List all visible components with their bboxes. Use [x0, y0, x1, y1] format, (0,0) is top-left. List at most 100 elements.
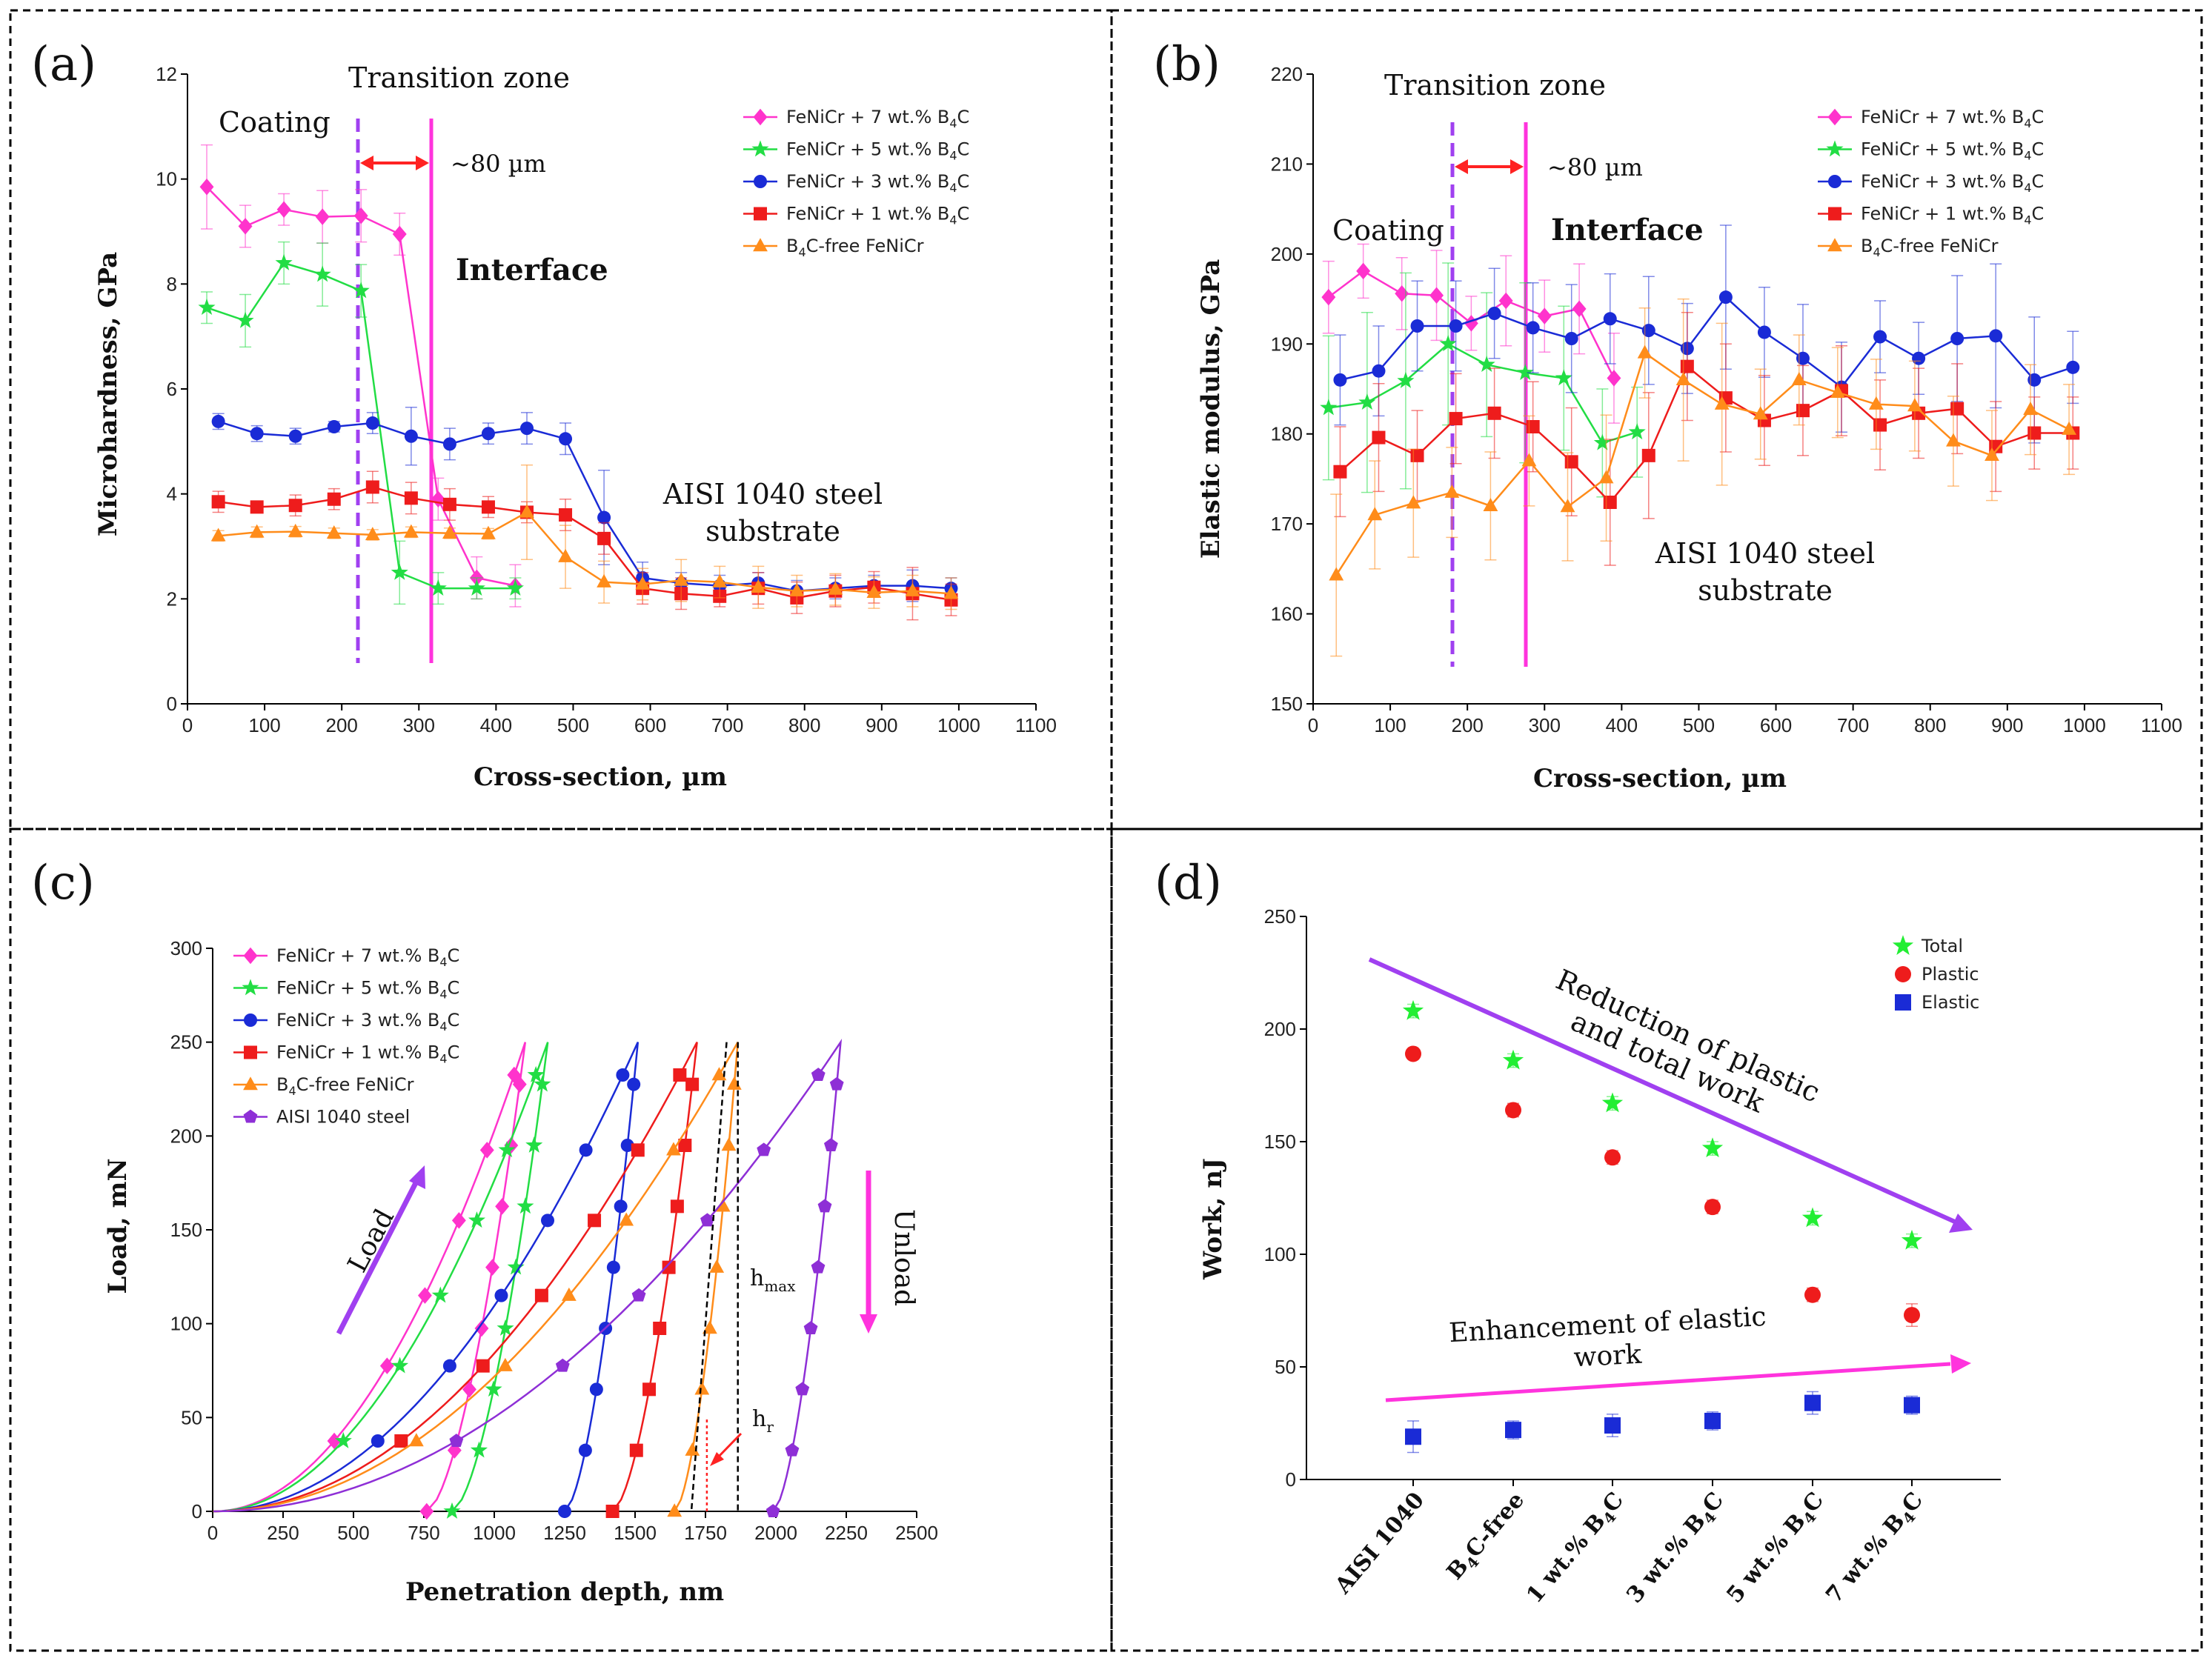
panel-c-load-point	[541, 1214, 555, 1228]
width-arrow-b-right-head	[1510, 159, 1524, 174]
panel-a-data-point	[315, 208, 330, 225]
panel-a-data-point	[905, 582, 920, 596]
panel-c-load-point	[631, 1288, 646, 1302]
panel-b-data-point	[1637, 344, 1653, 359]
panel-d-data-point	[1604, 1149, 1621, 1166]
panel-c-unload-point	[685, 1442, 700, 1456]
panel-c-load-point	[497, 1357, 513, 1371]
panel-a-ytick-label: 2	[167, 587, 177, 610]
panel-d-data-point	[1402, 999, 1424, 1020]
panel-c-load-point	[394, 1434, 408, 1448]
panel-b-ytick-label: 200	[1271, 243, 1303, 265]
panel-b-xlabel: Cross-section, µm	[1533, 764, 1787, 793]
panel-b-data-point	[1560, 499, 1575, 513]
panel-a-legend-marker	[753, 238, 768, 252]
panel-a-data-point	[288, 499, 302, 513]
panel-c-load-point	[534, 1288, 548, 1302]
panel-a-axes: 0 2 4 6 8 10 12 0 100 200 300 400 500 600 700 800 900 100…	[156, 63, 1057, 736]
panel-c-label: (c)	[31, 856, 95, 911]
panel-a-xtick-label: 900	[866, 714, 897, 736]
panel-d-legend-label: Total	[1921, 936, 1963, 956]
panel-c-unload-point	[495, 1198, 510, 1215]
panel-b-data-point	[1516, 363, 1534, 380]
panel-a-data-point	[442, 437, 456, 451]
panel-c-unload-point	[606, 1260, 620, 1274]
panel-c-unload-point	[485, 1259, 499, 1276]
panel-b-data-point	[1950, 402, 1964, 416]
panel-c-curve-0	[213, 1042, 527, 1520]
panel-c-load-point	[468, 1211, 486, 1228]
panel-a-ytick-label: 10	[156, 168, 177, 190]
panel-a-xtick-label: 700	[711, 714, 743, 736]
load-arrow	[336, 1173, 423, 1335]
reduction-arrow-head	[1949, 1214, 1973, 1233]
panel-a-data-point	[442, 525, 457, 539]
panel-a-data-point	[327, 420, 341, 433]
panel-d-data-point	[1701, 1137, 1724, 1158]
width-arrow-left-head	[360, 156, 373, 170]
panel-a-series	[198, 144, 959, 621]
panel-c-unload-point	[474, 1319, 489, 1337]
panel-a-data-point	[275, 253, 293, 270]
panel-b-series	[1320, 224, 2080, 657]
panel-a-data-point	[238, 218, 253, 235]
panel-b-data-point	[1564, 455, 1578, 469]
panel-c-load-point	[561, 1287, 577, 1301]
panel-b-data-point	[1946, 433, 1961, 447]
panel-b-xtick-label: 300	[1529, 714, 1561, 736]
panel-a-data-point	[250, 427, 264, 441]
panel-c-xtick-label: 1250	[543, 1522, 586, 1544]
interface-label: Interface	[456, 253, 608, 287]
panel-b-xtick-label: 500	[1683, 714, 1715, 736]
panel-c-unload-point	[462, 1381, 476, 1398]
panel-c-load-point	[449, 1434, 464, 1448]
panel-b-data-point	[1333, 373, 1347, 387]
panel-a-ytick-label: 4	[167, 483, 177, 505]
panel-d-category-label: 1 wt.% B4C	[1521, 1488, 1631, 1611]
panel-d-data-point	[1804, 1286, 1821, 1303]
panel-c-unload-point	[685, 1077, 700, 1091]
panel-c-curve-line	[213, 1042, 527, 1513]
panel-b-data-point	[1526, 420, 1540, 433]
panel-c-load-point	[442, 1359, 456, 1373]
panel-b-data-point	[1607, 370, 1621, 387]
panel-c-unload-point	[525, 1136, 543, 1153]
panel-b-legend-marker	[1828, 207, 1841, 221]
panel-c-load-point	[379, 1357, 394, 1374]
panel-c-load-point	[673, 1068, 687, 1082]
panel-a-xtick-label: 500	[557, 714, 589, 736]
panel-b-data-point	[1718, 290, 1733, 304]
panel-c-legend-marker	[243, 947, 258, 965]
panel-d-ytick-label: 100	[1264, 1243, 1296, 1265]
panel-c-curve-1	[213, 1042, 551, 1519]
panel-a-data-point	[211, 414, 225, 428]
width-arrow-b-left-head	[1455, 159, 1468, 174]
panel-c-unload-point	[721, 1137, 737, 1151]
panel-a-data-point	[674, 572, 689, 586]
transition-zone-label: Transition zone	[348, 61, 570, 94]
panel-b: (b) 150 160 170 180 190 200 210 220 0 100 200 300 40…	[1153, 37, 2182, 793]
panel-b-data-point	[1483, 498, 1498, 512]
panel-b-data-point	[1830, 385, 1845, 399]
panel-b-data-point	[1796, 404, 1810, 418]
panel-b-series-line	[1328, 342, 1638, 445]
panel-d-category-label: 7 wt.% B4C	[1821, 1488, 1930, 1611]
panel-b-xtick-label: 400	[1606, 714, 1638, 736]
panel-b-data-point	[1487, 406, 1501, 420]
width-label-b: ~80 µm	[1547, 153, 1643, 182]
panel-b-data-point	[1537, 307, 1552, 324]
panel-b-axes: 150 160 170 180 190 200 210 220 0 100 200 300 400 500…	[1271, 63, 2182, 736]
panel-b-xtick-label: 700	[1837, 714, 1869, 736]
hr-label: hr	[752, 1406, 774, 1436]
panel-c-xtick-label: 750	[408, 1522, 439, 1544]
panel-d-data-point	[1405, 1428, 1421, 1445]
panel-c-load-point	[451, 1212, 466, 1229]
panel-c-legend-label: FeNiCr + 3 wt.% B4C	[276, 1010, 459, 1033]
panel-b-xtick-label: 1000	[2063, 714, 2106, 736]
substrate-label-b-line2: substrate	[1698, 574, 1833, 607]
panel-a-data-point	[712, 573, 728, 587]
panel-b-data-point	[1478, 356, 1495, 373]
panel-c-legend: FeNiCr + 7 wt.% B4C FeNiCr + 5 wt.% B4C Fe…	[233, 945, 459, 1128]
panel-b-legend-marker	[1827, 238, 1842, 252]
panel-d-data-point	[1801, 1207, 1824, 1228]
